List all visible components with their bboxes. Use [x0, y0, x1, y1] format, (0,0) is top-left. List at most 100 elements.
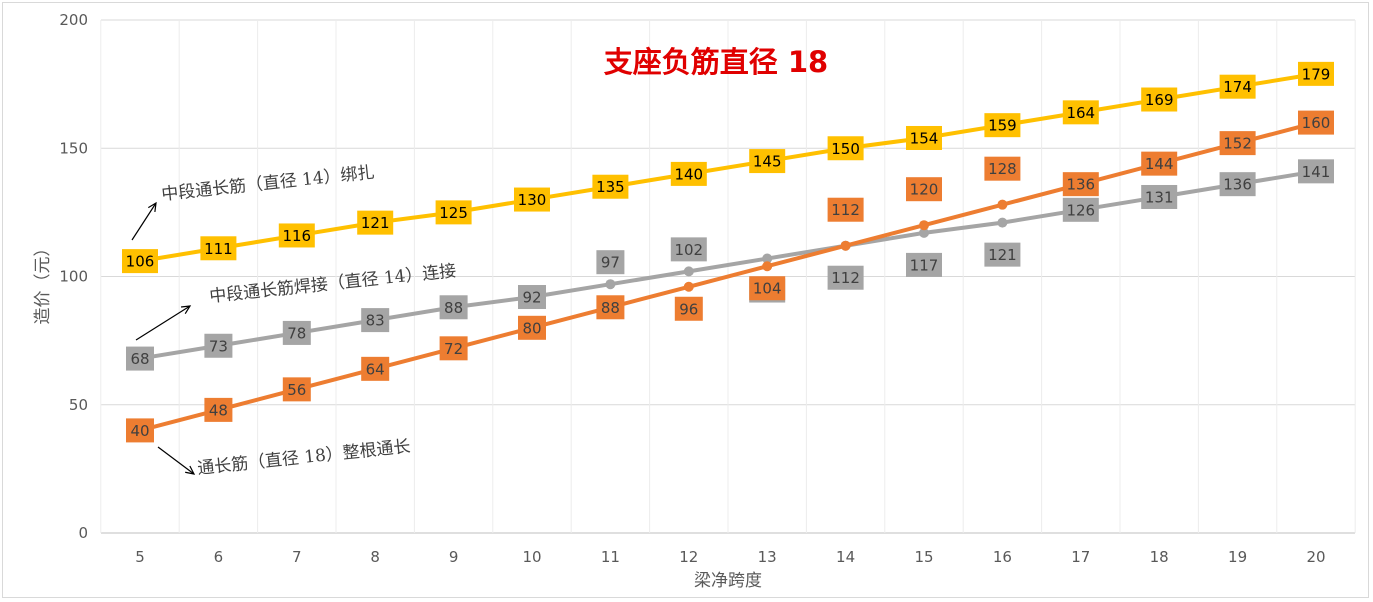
x-tick-label: 8	[370, 548, 380, 566]
annotation-arrow	[131, 202, 157, 241]
data-label-box	[282, 377, 311, 402]
x-tick-labels: 5 6 7 8 9 10 11 12 13 14 15 16 17 18 19 20	[135, 548, 1325, 566]
data-label-box	[357, 210, 394, 235]
data-label-box	[278, 223, 315, 248]
series-line	[139, 71, 1317, 264]
data-label: 73	[209, 337, 228, 355]
data-label: 117	[910, 256, 939, 274]
data-label-box	[122, 249, 158, 274]
data-label: 169	[1145, 91, 1174, 109]
data-label: 104	[753, 280, 782, 298]
annotation-arrowhead	[185, 465, 196, 475]
data-label: 40	[130, 422, 149, 440]
x-axis-title: 梁净跨度	[694, 571, 762, 591]
data-label: 174	[1223, 78, 1252, 96]
data-label: 126	[1066, 201, 1095, 219]
chart-title: 支座负筋直径 18	[604, 45, 828, 79]
data-label-box	[1298, 110, 1334, 135]
x-tick-label: 13	[758, 548, 777, 566]
data-label: 96	[679, 300, 698, 318]
data-point	[683, 266, 694, 277]
data-label-box	[984, 156, 1021, 181]
data-point	[840, 240, 851, 251]
data-label-box	[1141, 87, 1178, 112]
data-point	[997, 217, 1008, 228]
x-tick-label: 10	[522, 548, 541, 566]
series-line	[139, 120, 1317, 433]
x-tick-label: 9	[449, 548, 459, 566]
data-label: 164	[1066, 104, 1095, 122]
data-label-box	[204, 397, 233, 422]
data-label: 160	[1302, 114, 1331, 132]
data-label-box	[827, 136, 864, 161]
data-label: 125	[439, 204, 468, 222]
data-labels: 106 111 116 121 125 130 135 140 145 150 154 159 164 1…	[122, 61, 1334, 443]
data-label: 56	[287, 381, 306, 399]
data-label: 106	[126, 253, 155, 271]
data-label-box	[1062, 172, 1099, 197]
data-label-box	[1141, 184, 1178, 209]
data-label-box	[1062, 100, 1099, 125]
y-tick-label: 150	[59, 139, 88, 157]
data-label-box	[361, 308, 390, 333]
data-label-box	[282, 320, 311, 345]
data-label-box	[514, 187, 550, 212]
x-tick-label: 17	[1071, 548, 1090, 566]
data-label: 64	[366, 360, 385, 378]
y-axis-title: 造价（元）	[33, 240, 53, 325]
annotation-arrow	[135, 305, 191, 341]
data-label-box	[1219, 131, 1256, 156]
data-label-box	[518, 315, 546, 340]
data-point	[997, 199, 1008, 210]
data-label-box	[361, 356, 390, 381]
x-tick-label: 19	[1228, 548, 1247, 566]
series-annotation: 中段通长筋（直径 14）绑扎	[160, 163, 375, 205]
data-label-box	[439, 295, 468, 320]
annotation-arrowhead	[147, 201, 157, 213]
data-label: 111	[204, 240, 233, 258]
x-tick-label: 16	[993, 548, 1012, 566]
data-label-box	[204, 333, 233, 358]
data-label-box	[906, 252, 942, 277]
data-label: 80	[522, 319, 541, 337]
data-label: 131	[1145, 188, 1174, 206]
data-label: 88	[601, 299, 620, 317]
data-label-box	[984, 242, 1021, 267]
data-label: 141	[1302, 163, 1331, 181]
x-tick-label: 20	[1306, 548, 1325, 566]
data-label-box	[435, 200, 472, 225]
data-label-box	[1141, 151, 1178, 176]
data-label-box	[906, 177, 942, 202]
data-label-box	[1298, 61, 1334, 86]
data-label: 116	[282, 227, 311, 245]
data-point	[919, 220, 929, 231]
data-label: 140	[674, 165, 703, 183]
data-label-box	[596, 295, 625, 320]
data-label: 152	[1223, 135, 1252, 153]
data-label: 121	[361, 214, 390, 232]
x-tick-label: 5	[135, 548, 145, 566]
data-label: 121	[988, 246, 1017, 264]
data-label-box	[827, 265, 864, 290]
x-tick-label: 18	[1150, 548, 1169, 566]
data-label-box	[674, 296, 703, 321]
series-annotation: 通长筋（直径 18）整根通长	[196, 437, 411, 479]
series-line	[139, 169, 1317, 361]
data-label-box	[1219, 172, 1256, 197]
x-tick-label: 12	[679, 548, 698, 566]
data-label: 136	[1066, 176, 1095, 194]
data-label: 97	[601, 254, 620, 272]
data-label: 145	[753, 153, 782, 171]
data-label-box	[749, 276, 786, 301]
annotation-arrow	[157, 446, 195, 475]
data-point	[762, 261, 773, 272]
data-point	[919, 227, 929, 238]
data-label: 102	[674, 241, 703, 259]
y-tick-label: 50	[69, 396, 88, 414]
data-label-box	[1062, 197, 1099, 222]
data-label: 112	[831, 201, 860, 219]
data-point	[762, 253, 773, 264]
data-label-box	[126, 418, 154, 443]
